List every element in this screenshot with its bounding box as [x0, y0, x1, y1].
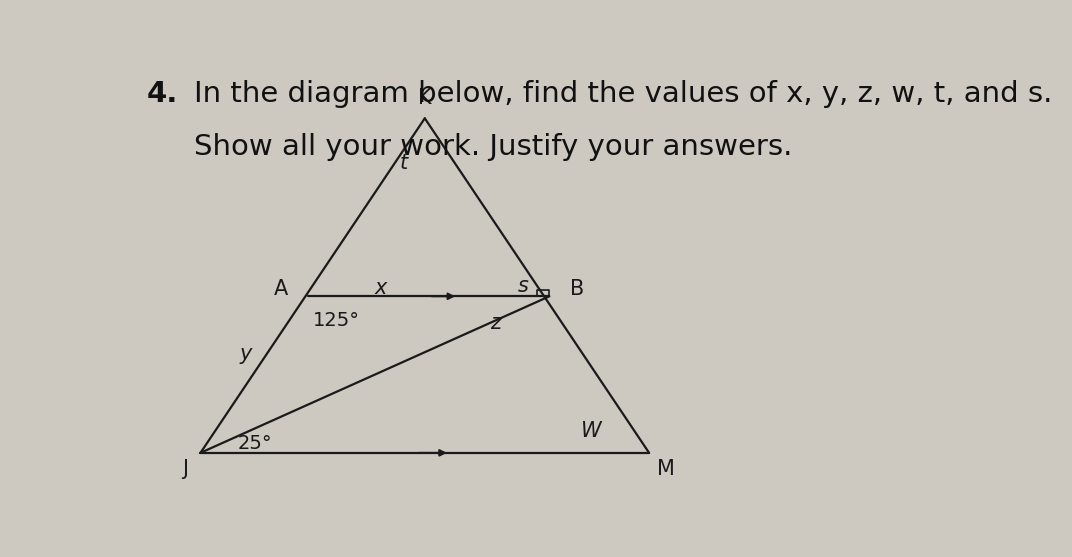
Text: 25°: 25° [238, 433, 272, 452]
Text: 4.: 4. [147, 80, 178, 108]
Text: z: z [490, 314, 501, 334]
Text: B: B [570, 278, 584, 299]
Text: s: s [518, 276, 528, 296]
Text: y: y [240, 344, 252, 364]
Text: W: W [581, 421, 601, 441]
Text: J: J [182, 460, 188, 479]
Text: 125°: 125° [313, 311, 359, 330]
Text: t: t [400, 153, 408, 173]
Text: K: K [418, 87, 432, 108]
Text: M: M [657, 460, 675, 479]
Text: In the diagram below, find the values of x, y, z, w, t, and s.: In the diagram below, find the values of… [194, 80, 1053, 108]
Text: x: x [375, 278, 387, 298]
Text: A: A [273, 278, 287, 299]
Text: Show all your work. Justify your answers.: Show all your work. Justify your answers… [194, 133, 792, 162]
